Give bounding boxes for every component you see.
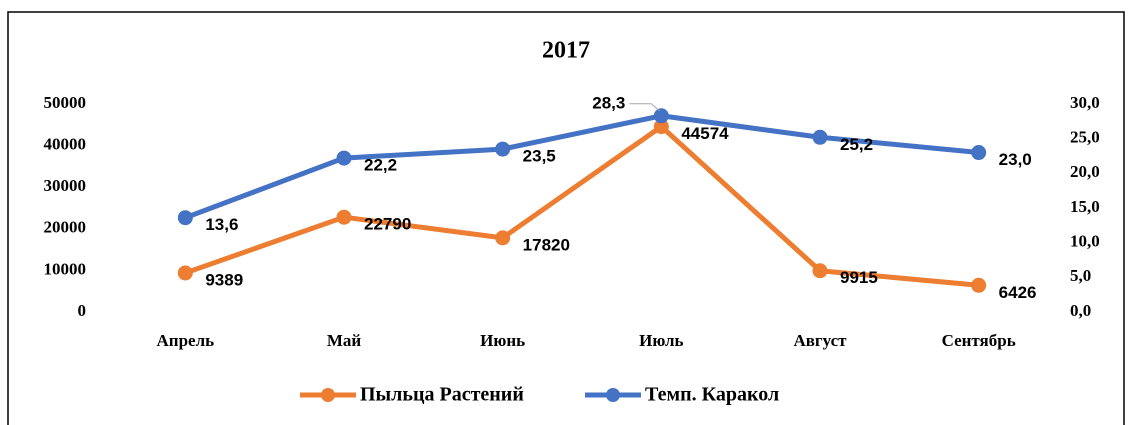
x-tick-label: Май — [327, 331, 362, 350]
y-tick-label: 40000 — [44, 135, 87, 154]
series-line — [184, 113, 979, 221]
marker — [336, 150, 352, 166]
legend-marker — [321, 388, 335, 402]
data-label: 22790 — [364, 215, 411, 234]
y2-tick-label: 20,0 — [1070, 162, 1100, 181]
marker — [336, 209, 352, 225]
y2-tick-label: 25,0 — [1070, 128, 1100, 147]
marker — [971, 277, 987, 293]
data-label: 44574 — [681, 124, 729, 143]
y-tick-label: 10000 — [44, 259, 87, 278]
marker — [971, 145, 987, 161]
y2-tick-label: 10,0 — [1070, 232, 1100, 251]
data-label: 23,5 — [523, 147, 556, 166]
leader-line — [651, 103, 660, 112]
marker — [495, 230, 511, 246]
x-tick-label: Август — [793, 331, 847, 350]
x-tick-label: Апрель — [157, 331, 215, 350]
data-label: 9915 — [840, 268, 878, 287]
marker — [653, 108, 669, 124]
marker — [812, 129, 828, 145]
marker — [812, 263, 828, 279]
y-tick-label: 50000 — [44, 93, 87, 112]
x-tick-label: Сентябрь — [942, 331, 1016, 350]
chart-title: 2017 — [542, 38, 590, 64]
data-label: 13,6 — [205, 215, 238, 234]
data-label: 23,0 — [999, 150, 1032, 169]
y-tick-label: 0 — [78, 301, 87, 320]
x-tick-label: Июль — [639, 331, 683, 350]
marker — [177, 265, 193, 281]
data-label: 25,2 — [840, 135, 873, 154]
chart-frame — [7, 11, 1125, 425]
data-label: 22,2 — [364, 156, 397, 175]
data-label: 6426 — [999, 283, 1037, 302]
legend-label: Пыльца Растений — [360, 384, 524, 406]
y2-tick-label: 30,0 — [1070, 93, 1100, 112]
data-label: 17820 — [523, 235, 570, 254]
y2-tick-label: 0,0 — [1070, 301, 1091, 320]
data-label: 28,3 — [592, 93, 625, 112]
legend-label: Темп. Каракол — [645, 384, 779, 406]
data-label: 9389 — [205, 270, 243, 289]
y-tick-label: 20000 — [44, 218, 87, 237]
x-tick-label: Июнь — [480, 331, 525, 350]
y2-tick-label: 5,0 — [1070, 266, 1091, 285]
y2-tick-label: 15,0 — [1070, 197, 1100, 216]
marker — [495, 141, 511, 157]
series-line — [184, 124, 979, 288]
legend-marker — [606, 388, 620, 402]
marker — [177, 210, 193, 226]
y-tick-label: 30000 — [44, 176, 87, 195]
